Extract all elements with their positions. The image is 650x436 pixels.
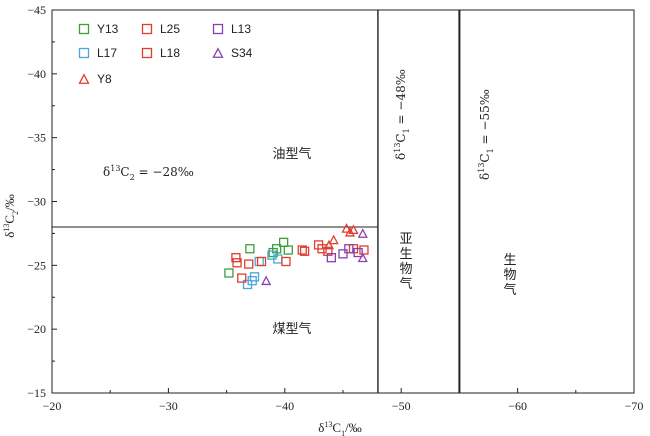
data-point-l13 [326,253,337,263]
plot-border [51,9,635,394]
annotations: δ13C2 = −28‰ δ13C1 = −48‰ δ13C1 = −55‰ 油型气煤… [103,69,517,337]
y-tick-label: −20 [27,322,46,336]
legend-label-l17: L17 [97,46,117,60]
c2-equation-label: δ13C2 = −28‰ [103,164,194,182]
data-point-y13 [278,237,289,248]
data-point-l17 [249,272,260,282]
biogenic-gas-label: 生物气 [503,253,516,298]
legend-marker-l13 [212,23,224,35]
x-tick-label: −40 [275,399,294,413]
data-point-y13 [245,244,255,254]
data-point-l18 [299,246,310,256]
data-point-y8 [341,223,352,233]
y-tick-label: −35 [27,131,46,145]
data-point-y8 [323,239,335,250]
legend-label-y13: Y13 [97,22,119,36]
legend-marker-l17 [78,47,90,59]
data-point-l18 [237,273,247,283]
data-point-l17 [254,256,264,267]
legend-marker-l18 [141,47,153,59]
legend-marker-s34 [212,47,224,58]
legend-label-y8: Y8 [97,72,112,86]
legend: Y13 L25 L13 L17 L18 S34 Y8 [78,22,253,86]
legend-label-l18: L18 [160,46,180,60]
data-point-l25 [297,245,307,255]
x-tick-label: −70 [625,399,644,413]
oil-type-gas-label: 油型气 [272,146,311,162]
data-point-y8 [328,234,339,245]
legend-marker-y13 [78,23,90,35]
x-tick-label: −60 [508,399,527,413]
y-tick-label: −25 [27,258,46,272]
sub-biogenic-gas-label: 亚生物气 [399,232,412,292]
data-point-s34 [357,252,368,263]
data-point-s34 [261,275,272,286]
data-points [224,223,369,290]
data-point-y8 [344,226,356,237]
data-point-l25 [281,256,291,267]
x-tick-label: −20 [43,399,62,413]
legend-marker-l25 [141,23,153,35]
c1-equation-label-48: δ13C1 = −48‰ [393,69,411,160]
boundary-lines [52,10,461,393]
y-tick-label: −45 [27,3,46,17]
data-point-l13 [344,244,354,254]
data-point-l18 [232,258,242,268]
data-point-l25 [231,253,241,263]
legend-marker-y8 [78,73,90,84]
y-tick-label: −40 [27,67,46,81]
data-point-l25 [256,256,267,267]
data-point-s34 [357,228,368,238]
data-point-y13 [272,244,282,254]
data-point-l13 [353,247,363,258]
c1-equation-label-55: δ13C1 = −55‰ [477,89,495,180]
legend-label-l25: L25 [160,22,180,36]
x-axis-label: δ13C1/‰ [318,420,361,436]
data-point-l13 [338,249,348,259]
data-point-y13 [224,268,234,278]
coal-type-gas-label: 煤型气 [272,321,311,337]
plot-frame [51,9,635,394]
x-tick-label: −30 [159,399,178,413]
y-tick-label: −15 [27,386,46,400]
data-point-y8 [348,224,359,235]
data-point-l25 [359,245,369,255]
data-point-y13 [283,245,293,255]
axis-ticks: −20 −30 −40 −50 −60 −70−45−40−35−30−25−20−15 [27,3,643,413]
legend-label-l13: L13 [231,22,251,36]
data-point-l25 [244,259,254,269]
y-axis-label: δ13C2/‰ [2,194,20,237]
data-point-l18 [313,240,324,250]
x-tick-label: −50 [392,399,411,413]
y-tick-label: −30 [27,195,46,209]
legend-label-s34: S34 [231,46,253,60]
